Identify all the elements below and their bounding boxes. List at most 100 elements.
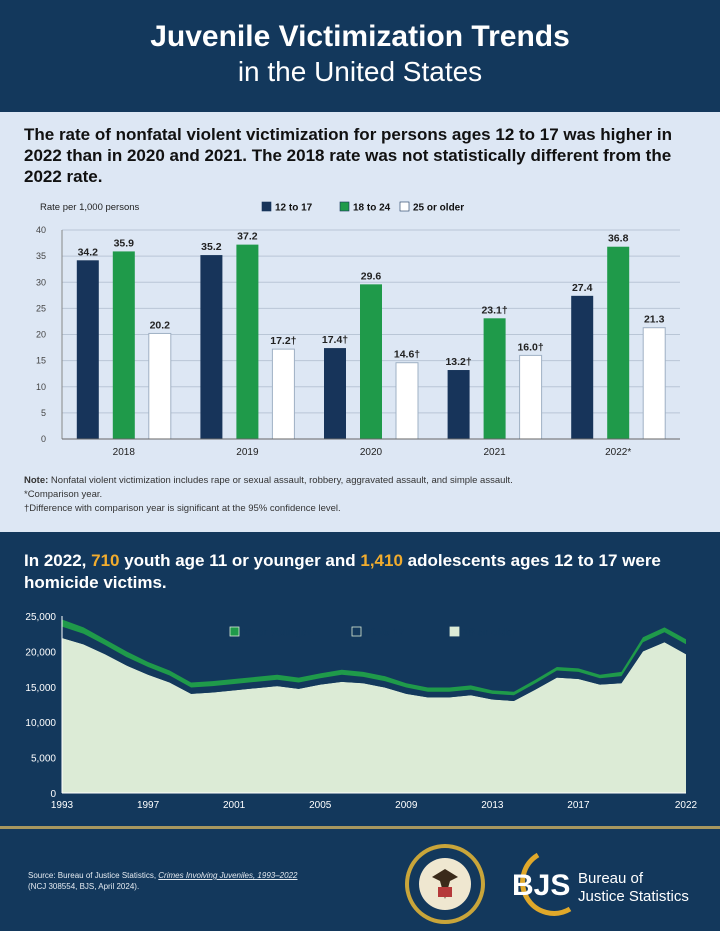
y-tick-label: 25 xyxy=(36,303,46,313)
lead-text: adolescents ages 12 to 17 were homicide … xyxy=(24,551,661,592)
note-label: Note: xyxy=(24,475,49,486)
x-tick-label: 2013 xyxy=(481,800,504,811)
data-label: 35.2 xyxy=(201,241,222,253)
legend-label: 25 or older xyxy=(413,203,464,214)
highlight-number: 1,410 xyxy=(360,551,403,570)
page-subtitle: in the United States xyxy=(237,56,483,87)
bar xyxy=(76,260,99,439)
y-tick-label: 30 xyxy=(36,277,46,287)
data-label: 20.2 xyxy=(150,319,171,331)
lead-text: In 2022, xyxy=(24,551,92,570)
x-tick-label: 2019 xyxy=(236,447,259,458)
y-tick-label: 10 xyxy=(36,382,46,392)
data-label: 35.9 xyxy=(114,237,135,249)
legend-label: 18 to 24 xyxy=(353,203,391,214)
y-tick-label: 25,000 xyxy=(25,612,56,623)
bar xyxy=(200,255,223,439)
bar xyxy=(642,327,666,440)
logo-line-1: Bureau of xyxy=(578,870,644,887)
source-details: (NCJ 308554, BJS, April 2024). xyxy=(28,882,140,891)
y-tick-label: 0 xyxy=(41,434,46,444)
y-tick-label: 5 xyxy=(41,408,46,418)
footer: Source: Bureau of Justice Statistics, Cr… xyxy=(0,829,720,931)
data-label: 23.1† xyxy=(481,304,507,316)
data-label: 17.4† xyxy=(322,334,348,346)
logo-line-2: Justice Statistics xyxy=(578,888,689,905)
legend-label: 12 to 17 xyxy=(365,627,404,639)
bar xyxy=(324,348,346,439)
x-tick-label: 2021 xyxy=(483,447,506,458)
section-lead-2: In 2022, 710 youth age 11 or younger and… xyxy=(24,550,704,594)
footnote-significance: †Difference with comparison year is sign… xyxy=(24,503,341,514)
bar xyxy=(571,295,594,439)
page-title: Juvenile Victimization Trends xyxy=(150,20,570,53)
section-lead: The rate of nonfatal violent victimizati… xyxy=(24,125,673,186)
y-tick-label: 0 xyxy=(50,789,56,800)
bar xyxy=(271,348,295,440)
bar-chart: Rate per 1,000 persons 0 5 10 15 20 25 30 35 40 12… xyxy=(36,201,680,458)
bar xyxy=(519,354,543,440)
x-tick-label: 2005 xyxy=(309,800,332,811)
legend-swatch xyxy=(261,201,272,212)
y-tick-label: 20 xyxy=(36,330,46,340)
data-label: 14.6† xyxy=(394,349,420,361)
legend-swatch xyxy=(449,626,460,637)
y-tick-label: 40 xyxy=(36,225,46,235)
bjs-logo: BJS Bureau of Justice Statistics xyxy=(512,852,689,916)
bar xyxy=(483,318,506,439)
x-tick-label: 2022 xyxy=(675,800,698,811)
x-tick-label: 2020 xyxy=(360,447,383,458)
bar xyxy=(148,332,172,440)
bar xyxy=(395,362,419,440)
x-tick-label: 2001 xyxy=(223,800,246,811)
bar xyxy=(447,370,470,439)
x-tick-label: 2017 xyxy=(567,800,590,811)
legend-swatch xyxy=(229,626,240,637)
note-text: Nonfatal violent victimization includes … xyxy=(48,475,513,486)
data-label: 16.0† xyxy=(517,341,543,353)
victimization-section: The rate of nonfatal violent victimizati… xyxy=(0,112,720,532)
bar xyxy=(607,246,630,439)
data-label: 27.4 xyxy=(572,282,593,294)
legend-swatch xyxy=(351,626,362,637)
divider xyxy=(0,826,720,829)
legend-label: 12 to 17 xyxy=(275,203,313,214)
legend-swatch xyxy=(399,201,410,212)
data-label: 37.2 xyxy=(237,231,258,243)
y-tick-label: 10,000 xyxy=(25,718,56,729)
area-chart: 0 5,000 10,000 15,000 20,000 25,000 1993 1997 20… xyxy=(25,612,698,811)
y-tick-label: 35 xyxy=(36,251,46,261)
legend-swatch xyxy=(339,201,350,212)
logo-abbr: BJS xyxy=(512,869,570,902)
x-tick-label: 2022* xyxy=(605,447,631,458)
source-citation: Source: Bureau of Justice Statistics, Cr… xyxy=(28,870,297,892)
source-link[interactable]: Crimes Involving Juveniles, 1993–2022 xyxy=(158,871,298,880)
data-label: 29.6 xyxy=(361,270,382,282)
bar xyxy=(112,251,135,439)
x-tick-label: 2009 xyxy=(395,800,418,811)
data-label: 13.2† xyxy=(445,356,471,368)
x-tick-label: 1997 xyxy=(137,800,160,811)
y-axis-label: Rate per 1,000 persons xyxy=(40,202,140,213)
legend-label: 11 or younger xyxy=(243,627,312,639)
x-tick-label: 1993 xyxy=(51,800,74,811)
data-label: 36.8 xyxy=(608,233,629,245)
bar xyxy=(360,284,382,439)
x-tick-label: 2018 xyxy=(113,447,136,458)
y-tick-label: 15,000 xyxy=(25,683,56,694)
lead-text: youth age 11 or younger and xyxy=(119,551,361,570)
data-label: 34.2 xyxy=(78,246,99,258)
area-series-18-or-older xyxy=(62,637,686,793)
data-label: 21.3 xyxy=(644,314,665,326)
data-label: 17.2† xyxy=(270,335,296,347)
footnote-comparison: *Comparison year. xyxy=(24,489,103,500)
y-tick-label: 20,000 xyxy=(25,647,56,658)
chart-notes: Note: Nonfatal violent victimization inc… xyxy=(24,474,513,516)
y-tick-label: 15 xyxy=(36,356,46,366)
legend-label: 18 or older xyxy=(463,627,517,639)
bar xyxy=(236,244,259,439)
highlight-number: 710 xyxy=(91,551,120,570)
source-label: Source: Bureau of Justice Statistics, xyxy=(28,871,159,880)
y-tick-label: 5,000 xyxy=(31,754,56,765)
doj-seal-logo xyxy=(405,844,485,924)
